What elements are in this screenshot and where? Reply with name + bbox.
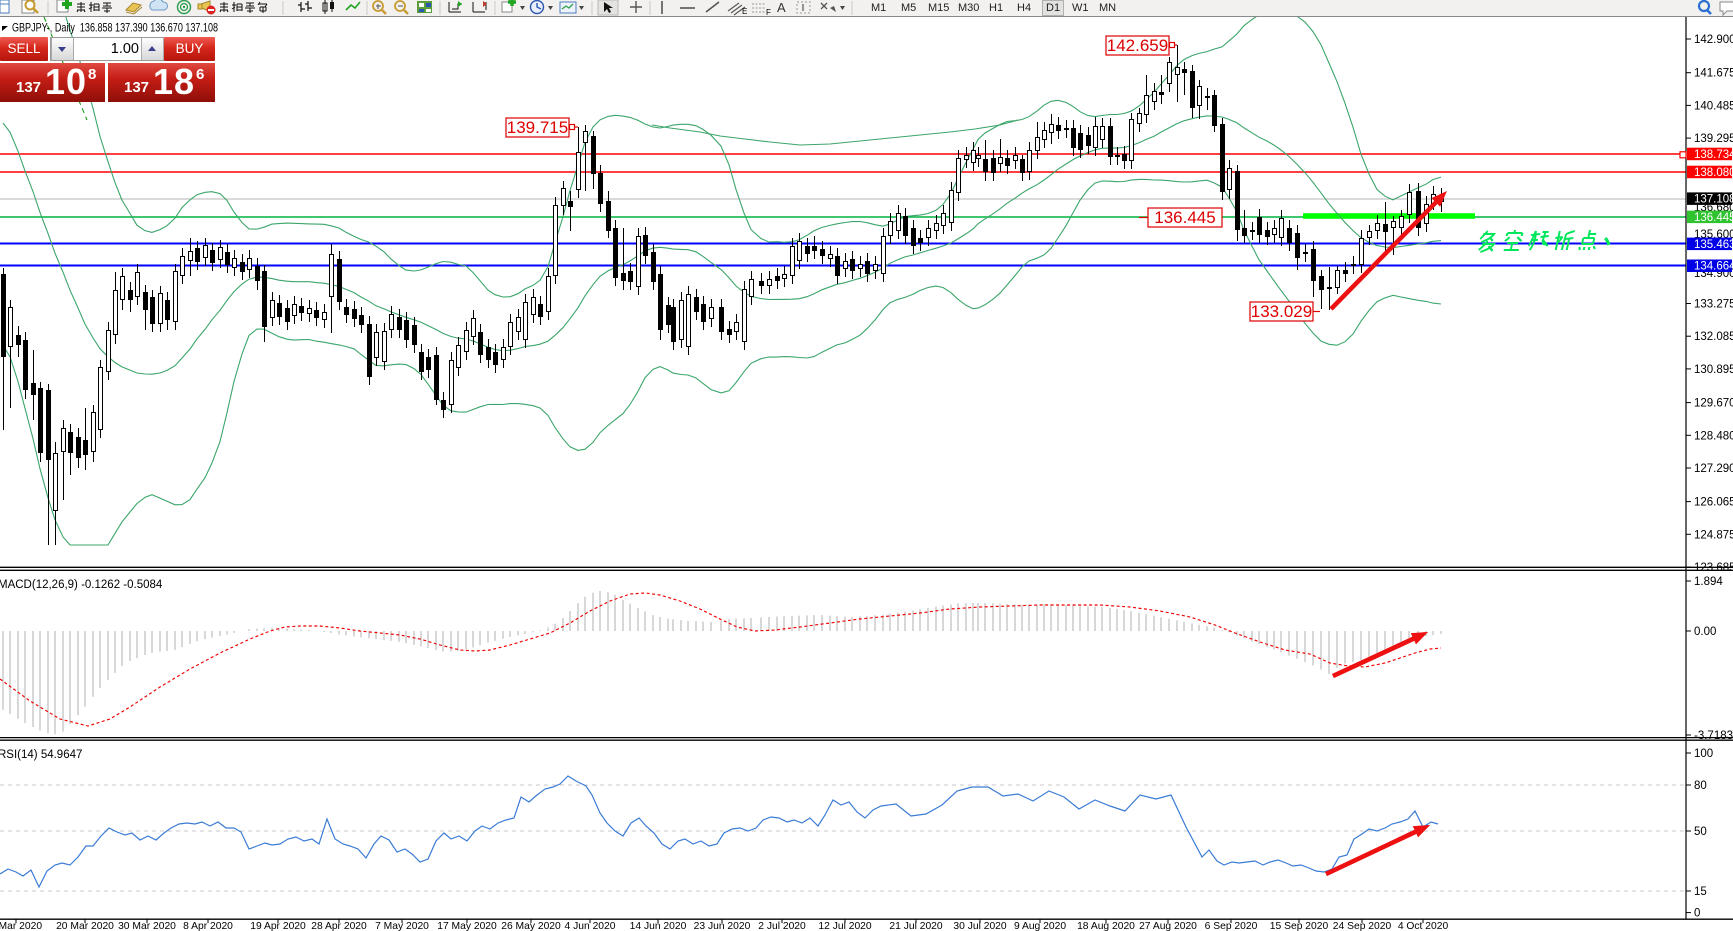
svg-text:30 Jul 2020: 30 Jul 2020	[953, 921, 1007, 931]
svg-text:134.664: 134.664	[1694, 261, 1733, 273]
svg-text:8 Apr 2020: 8 Apr 2020	[183, 921, 233, 931]
svg-text:24 Sep 2020: 24 Sep 2020	[1333, 921, 1392, 931]
svg-text:142.900: 142.900	[1694, 34, 1733, 46]
svg-text:140.485: 140.485	[1694, 100, 1733, 112]
svg-text:4 Oct 2020: 4 Oct 2020	[1398, 921, 1449, 931]
svg-text:MACD(12,26,9) -0.1262 -0.5084: MACD(12,26,9) -0.1262 -0.5084	[0, 579, 163, 591]
svg-text:136.445: 136.445	[1154, 208, 1215, 227]
svg-text:6 Sep 2020: 6 Sep 2020	[1205, 921, 1258, 931]
svg-text:E: E	[742, 7, 747, 16]
svg-text:50: 50	[1694, 826, 1707, 838]
svg-text:129.670: 129.670	[1694, 398, 1733, 410]
svg-text:14 Jun 2020: 14 Jun 2020	[630, 921, 687, 931]
svg-text:139.295: 139.295	[1694, 133, 1733, 145]
svg-text:127.290: 127.290	[1694, 463, 1733, 475]
svg-text:GBPJPY-, Daily 136.858 137.39: GBPJPY-, Daily 136.858 137.390 136.670 1…	[12, 21, 218, 35]
svg-text:15 Sep 2020: 15 Sep 2020	[1270, 921, 1329, 931]
svg-text:1 Mar 2020: 1 Mar 2020	[0, 921, 42, 931]
svg-text:123.685: 123.685	[1694, 562, 1733, 574]
svg-text:124.875: 124.875	[1694, 529, 1733, 541]
svg-text:9 Aug 2020: 9 Aug 2020	[1014, 921, 1066, 931]
svg-text:20 Mar 2020: 20 Mar 2020	[56, 921, 114, 931]
svg-text:18 Aug 2020: 18 Aug 2020	[1077, 921, 1135, 931]
svg-text:138.080: 138.080	[1694, 167, 1733, 179]
svg-text:30 Mar 2020: 30 Mar 2020	[118, 921, 176, 931]
svg-text:100: 100	[1694, 748, 1713, 760]
svg-text:133.275: 133.275	[1694, 299, 1733, 311]
svg-text:139.715: 139.715	[507, 118, 568, 137]
svg-text:137.108: 137.108	[1694, 194, 1733, 206]
svg-text:15: 15	[1694, 886, 1707, 898]
svg-text:21 Jul 2020: 21 Jul 2020	[889, 921, 943, 931]
svg-text:RSI(14) 54.9647: RSI(14) 54.9647	[0, 749, 82, 761]
svg-text:142.659: 142.659	[1107, 36, 1168, 55]
svg-text:2 Jul 2020: 2 Jul 2020	[758, 921, 806, 931]
svg-text:141.675: 141.675	[1694, 68, 1733, 80]
svg-text:0: 0	[1694, 908, 1700, 920]
svg-text:138.734: 138.734	[1694, 149, 1733, 161]
svg-text:133.029: 133.029	[1251, 302, 1312, 321]
svg-text:135.463: 135.463	[1694, 239, 1733, 251]
svg-text:80: 80	[1694, 780, 1707, 792]
svg-text:17 May 2020: 17 May 2020	[437, 921, 497, 931]
svg-text:26 May 2020: 26 May 2020	[501, 921, 561, 931]
svg-text:F: F	[766, 8, 771, 16]
svg-text:28 Apr 2020: 28 Apr 2020	[311, 921, 367, 931]
svg-text:1.894: 1.894	[1694, 576, 1723, 588]
svg-text:132.085: 132.085	[1694, 331, 1733, 343]
svg-text:12 Jul 2020: 12 Jul 2020	[818, 921, 872, 931]
svg-text:A: A	[777, 0, 786, 15]
svg-text:126.065: 126.065	[1694, 497, 1733, 509]
svg-text:136.445: 136.445	[1694, 212, 1733, 224]
svg-text:27 Aug 2020: 27 Aug 2020	[1139, 921, 1197, 931]
svg-text:-3.7183: -3.7183	[1694, 730, 1733, 742]
svg-text:130.895: 130.895	[1694, 364, 1733, 376]
svg-text:19 Apr 2020: 19 Apr 2020	[250, 921, 306, 931]
svg-text:0.00: 0.00	[1694, 626, 1716, 638]
svg-text:4 Jun 2020: 4 Jun 2020	[565, 921, 616, 931]
svg-text:128.480: 128.480	[1694, 430, 1733, 442]
svg-text:23 Jun 2020: 23 Jun 2020	[694, 921, 751, 931]
svg-text:7 May 2020: 7 May 2020	[375, 921, 429, 931]
